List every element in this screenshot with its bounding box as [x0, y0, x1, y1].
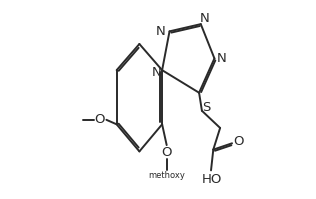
Text: O: O	[161, 146, 172, 159]
Text: HO: HO	[201, 173, 222, 186]
Text: N: N	[152, 66, 161, 79]
Text: N: N	[199, 12, 209, 25]
Text: O: O	[94, 113, 104, 126]
Text: N: N	[156, 25, 166, 38]
Text: N: N	[216, 52, 226, 65]
Text: methoxy: methoxy	[148, 171, 185, 180]
Text: O: O	[233, 135, 244, 148]
Text: S: S	[202, 101, 211, 114]
